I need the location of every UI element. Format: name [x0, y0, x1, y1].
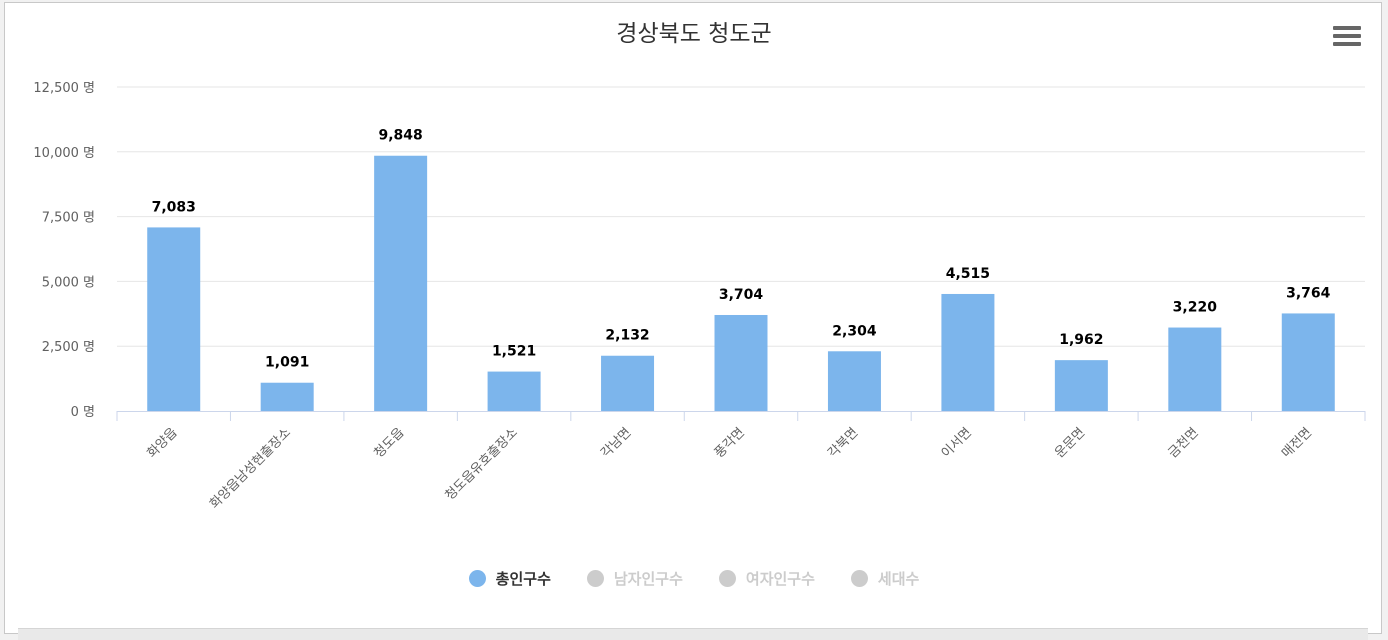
data-label: 1,962 — [1059, 332, 1103, 348]
legend-label: 세대수 — [877, 570, 920, 588]
x-category-label: 금천면 — [1166, 425, 1202, 461]
data-label: 3,220 — [1173, 300, 1218, 316]
x-category-label: 이서면 — [939, 425, 975, 461]
legend-dot-icon — [586, 570, 604, 587]
bar — [260, 382, 314, 411]
data-label: 4,515 — [946, 266, 990, 282]
bar — [941, 293, 995, 411]
hamburger-menu-icon[interactable] — [1333, 26, 1361, 48]
bar — [147, 227, 201, 411]
legend-label: 총인구수 — [495, 570, 551, 588]
data-label: 7,083 — [152, 199, 196, 215]
x-category-label: 매전면 — [1279, 425, 1315, 461]
bottom-scroll-strip — [18, 628, 1368, 640]
chart-container — [4, 2, 1382, 634]
legend-item[interactable]: 여자인구수 — [718, 568, 815, 589]
bar — [1054, 360, 1108, 411]
y-tick-label: 10,000 명 — [33, 146, 95, 161]
legend-dot-icon — [468, 570, 486, 587]
bar — [714, 314, 768, 411]
y-tick-label: 7,500 명 — [42, 211, 95, 226]
data-label: 2,132 — [605, 328, 649, 344]
data-label: 1,091 — [265, 355, 309, 371]
x-category-label: 청도읍유호출장소 — [443, 425, 521, 503]
x-category-label: 풍각면 — [712, 425, 748, 461]
legend-dot-icon — [718, 570, 736, 587]
legend-label: 여자인구수 — [745, 570, 815, 588]
x-category-label: 각남면 — [598, 425, 634, 461]
x-category-label: 화양읍 — [145, 425, 181, 461]
data-label: 3,764 — [1286, 285, 1331, 301]
bar — [827, 351, 881, 411]
data-label: 1,521 — [492, 344, 536, 360]
bar — [374, 155, 428, 411]
y-tick-label: 5,000 명 — [42, 275, 95, 290]
legend-label: 남자인구수 — [613, 570, 683, 588]
x-category-label: 청도읍 — [371, 425, 407, 461]
x-category-label: 화양읍남성현출장소 — [207, 425, 294, 512]
x-category-label: 각북면 — [825, 425, 861, 461]
bar — [487, 371, 541, 411]
y-tick-label: 2,500 명 — [42, 340, 95, 355]
legend-item[interactable]: 총인구수 — [468, 568, 551, 589]
legend-dot-icon — [850, 570, 868, 587]
bar — [601, 355, 655, 411]
bar — [1281, 313, 1335, 411]
y-tick-label: 0 명 — [71, 405, 95, 420]
data-label: 9,848 — [378, 128, 422, 144]
chart-legend: 총인구수 남자인구수 여자인구수 세대수 — [0, 568, 1388, 589]
data-label: 3,704 — [719, 287, 764, 303]
bar — [1168, 327, 1222, 411]
y-tick-label: 12,500 명 — [33, 81, 95, 96]
data-label: 2,304 — [832, 323, 877, 339]
legend-item[interactable]: 세대수 — [850, 568, 920, 589]
x-category-label: 운문면 — [1052, 425, 1088, 461]
chart-title: 경상북도 청도군 — [616, 21, 772, 47]
legend-item[interactable]: 남자인구수 — [586, 568, 683, 589]
